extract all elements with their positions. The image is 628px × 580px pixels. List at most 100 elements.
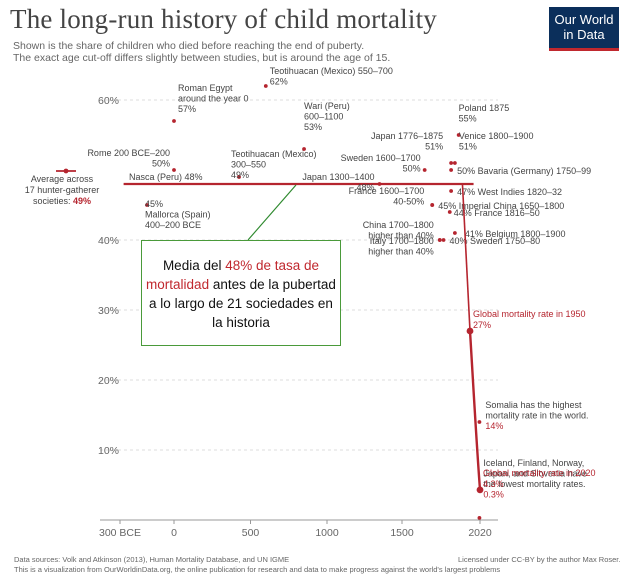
data-point-11 xyxy=(449,168,454,172)
data-label-8-line-1: 51% xyxy=(425,142,443,152)
data-label-4-line-2: 53% xyxy=(304,122,322,132)
data-label-1-line-2: 57% xyxy=(178,104,196,114)
data-label-12-line-0: 47% West Indies 1820–32 xyxy=(457,187,562,197)
data-label-18-line-0: Italy 1700–1800 xyxy=(370,236,434,246)
data-label-5-line-0: Japan 1300–1400 xyxy=(302,172,374,182)
data-label-0-line-0: Teotihuacan (Mexico) 550–700 xyxy=(270,66,393,76)
data-label-4-line-1: 600–1100 xyxy=(304,112,343,122)
data-label-18-line-1: higher than 40% xyxy=(368,247,434,257)
data-label-3-line-1: 300–550 xyxy=(231,160,266,170)
data-point-10 xyxy=(422,168,427,172)
data-point-19 xyxy=(441,238,446,242)
data-point-3 xyxy=(237,175,241,179)
data-label-7-line-1: 55% xyxy=(459,114,477,124)
data-label-16-line-0: 41% Belgium 1800–1900 xyxy=(465,229,566,239)
data-label-10-line-0: Sweden 1600–1700 xyxy=(341,153,421,163)
global-label-0-line-0: Global mortality rate in 1950 xyxy=(473,309,586,319)
data-point-20 xyxy=(477,420,482,424)
data-label-19-line-0: 40% Sweden 1750–80 xyxy=(450,236,541,246)
callout-text-2: antes de la pubertad a lo largo de 21 so… xyxy=(149,277,336,330)
global-transition-line xyxy=(461,183,471,332)
global-point-1 xyxy=(476,486,484,494)
global-mortality-line xyxy=(468,330,482,490)
data-point-15 xyxy=(447,210,452,214)
data-point-4 xyxy=(302,147,306,151)
chart-title: The long-run history of child mortality xyxy=(10,4,437,34)
hunter-gatherer-value: 49% xyxy=(73,196,91,206)
footer-owid-note: This is a visualization from OurWorldinD… xyxy=(14,565,501,574)
data-point-7 xyxy=(456,133,461,137)
data-label-11-line-0: 50% Bavaria (Germany) 1750–99 xyxy=(457,166,591,176)
data-point-6 xyxy=(145,203,149,207)
callout-text-1: Media del xyxy=(162,258,226,273)
data-label-17-line-0: China 1700–1800 xyxy=(363,220,434,230)
average-line-label: Nasca (Peru) 48% xyxy=(129,172,203,182)
y-tick-label-0: 10% xyxy=(98,445,119,457)
hunter-gatherer-label-2: 17 hunter-gatherer xyxy=(25,185,100,195)
data-point-21 xyxy=(477,516,482,520)
data-point-8 xyxy=(449,161,454,165)
hunter-gatherer-point xyxy=(63,168,69,174)
x-tick-label-4: 1500 xyxy=(390,527,414,539)
global-label-1-line-0: Global mortality rate in 2020 xyxy=(483,468,596,478)
data-label-2-line-1: 50% xyxy=(152,159,170,169)
data-label-20-line-2: 14% xyxy=(485,421,503,431)
data-label-5-line-1: 48% xyxy=(356,183,374,193)
data-label-20-line-0: Somalia has the highest xyxy=(485,400,582,410)
data-label-21-line-3: 0.3% xyxy=(483,489,504,499)
data-label-21-line-1: Japan, and Slovenia have xyxy=(483,468,587,478)
x-tick-label-2: 500 xyxy=(242,527,260,539)
data-label-0-line-1: 62% xyxy=(270,77,288,87)
owid-logo[interactable]: Our World in Data xyxy=(549,7,619,51)
data-point-1 xyxy=(172,119,176,123)
data-label-13-line-1: 40-50% xyxy=(393,197,424,207)
data-point-2 xyxy=(172,168,176,172)
x-tick-label-0: 300 BCE xyxy=(99,527,141,539)
data-label-9-line-1: 51% xyxy=(459,142,477,152)
data-label-14-line-0: 45% Imperial China 1650–1800 xyxy=(438,201,564,211)
data-label-21-line-0: Iceland, Finland, Norway, xyxy=(483,458,584,468)
callout-box: Media del 48% de tasa de mortalidad ante… xyxy=(141,240,341,346)
footer-license: Licensed under CC-BY by the author Max R… xyxy=(458,555,621,564)
data-label-15-line-0: 44% France 1816–50 xyxy=(454,208,540,218)
x-tick-label-3: 1000 xyxy=(315,527,339,539)
y-tick-label-2: 30% xyxy=(98,305,119,317)
hunter-gatherer-label-3: societies: 49% xyxy=(33,196,91,206)
data-point-9 xyxy=(452,161,457,165)
callout-connector xyxy=(247,184,297,241)
chart-subtitle-2: The exact age cut-off differs slightly b… xyxy=(13,52,391,64)
data-label-7-line-0: Poland 1875 xyxy=(459,103,510,113)
data-label-6-line-1: Mallorca (Spain) xyxy=(145,210,211,220)
x-tick-label-1: 0 xyxy=(171,527,177,539)
logo-line-1: Our World xyxy=(554,12,614,27)
data-label-6-line-0: 45% xyxy=(145,199,163,209)
data-label-2-line-0: Rome 200 BCE–200 xyxy=(87,148,170,158)
data-label-9-line-0: Venice 1800–1900 xyxy=(459,131,534,141)
hunter-gatherer-label-1: Average across xyxy=(31,174,94,184)
data-label-4-line-0: Wari (Peru) xyxy=(304,101,350,111)
data-point-14 xyxy=(430,203,435,207)
data-point-5 xyxy=(377,182,382,186)
data-point-12 xyxy=(449,189,454,193)
data-label-6-line-2: 400–200 BCE xyxy=(145,220,201,230)
footer-sources: Data sources: Volk and Atkinson (2013), … xyxy=(14,555,290,564)
data-label-17-line-1: higher than 40% xyxy=(368,231,434,241)
data-label-13-line-0: France 1600–1700 xyxy=(349,186,425,196)
global-label-0-line-1: 27% xyxy=(473,320,491,330)
data-label-3-line-0: Teotihuacan (Mexico) xyxy=(231,149,317,159)
data-point-0 xyxy=(263,84,268,88)
y-tick-label-1: 20% xyxy=(98,375,119,387)
callout-highlight: 48% de tasa de mortalidad xyxy=(146,258,320,292)
logo-line-2: in Data xyxy=(563,27,605,42)
data-label-10-line-1: 50% xyxy=(403,164,421,174)
data-label-1-line-1: around the year 0 xyxy=(178,94,249,104)
global-label-1-line-1: 4.3% xyxy=(483,479,504,489)
data-label-20-line-1: mortality rate in the world. xyxy=(485,411,588,421)
y-tick-label-4: 60% xyxy=(98,95,119,107)
data-point-16 xyxy=(452,231,457,235)
chart-subtitle-1: Shown is the share of children who died … xyxy=(13,40,365,52)
data-label-1-line-0: Roman Egypt xyxy=(178,83,233,93)
global-point-0 xyxy=(466,327,474,335)
x-tick-label-5: 2020 xyxy=(468,527,492,539)
